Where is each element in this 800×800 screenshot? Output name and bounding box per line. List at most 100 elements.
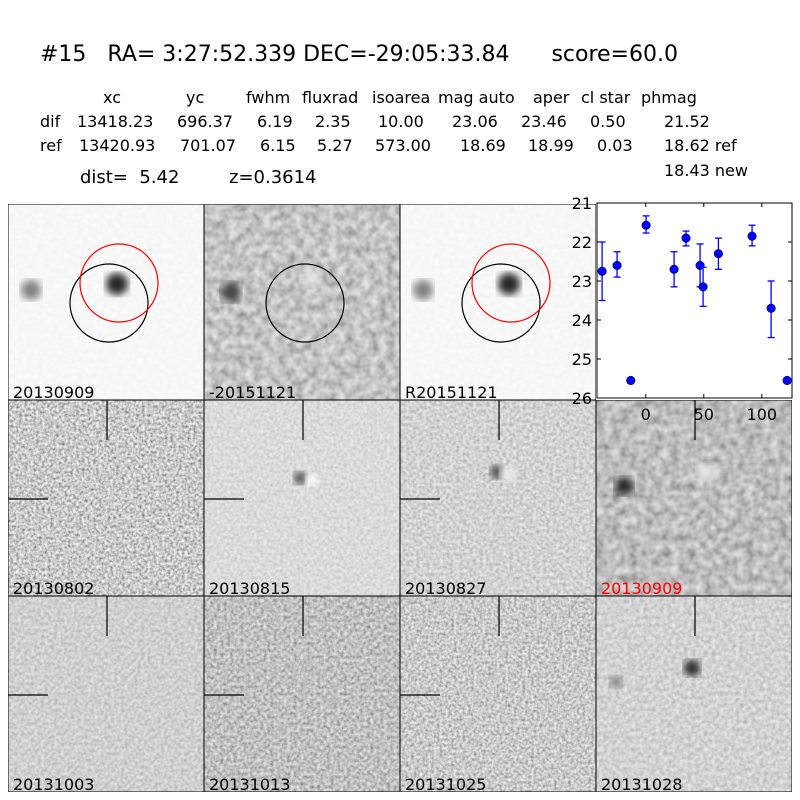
ref-aperture-circle xyxy=(69,263,149,343)
image-cutout: 20131013 xyxy=(204,596,400,794)
data-point xyxy=(713,249,723,259)
cutout-date-label: 20131025 xyxy=(405,775,487,794)
dec-value: DEC=-29:05:33.84 xyxy=(303,42,510,67)
table-cell: 10.00 xyxy=(378,112,424,131)
column-header: cl star xyxy=(581,88,631,107)
ra-value: RA= 3:27:52.339 xyxy=(107,42,297,67)
source-blob xyxy=(221,282,241,302)
source-blob xyxy=(21,280,41,300)
table-cell: 13418.23 xyxy=(77,112,154,131)
image-cutout: 20130802 xyxy=(8,400,204,598)
image-cutout: 20131025 xyxy=(400,596,596,794)
data-point xyxy=(641,220,651,230)
cutout-date-label: 20130827 xyxy=(405,579,487,598)
table-cell: 18.69 xyxy=(460,136,506,155)
data-point xyxy=(669,264,679,274)
table-cell: 573.00 xyxy=(375,136,431,155)
table-cell: 23.46 xyxy=(521,112,567,131)
data-point xyxy=(626,375,636,385)
column-header: yc xyxy=(186,88,205,107)
table-cell: 6.19 xyxy=(257,112,293,131)
y-tick-label: 21 xyxy=(572,194,592,213)
source-blob xyxy=(610,676,622,688)
data-point xyxy=(597,266,607,276)
table-cell: 21.52 xyxy=(664,112,710,131)
y-tick-label: 24 xyxy=(572,311,592,330)
cutout-date-label: 20130909 xyxy=(13,383,95,402)
source-blob xyxy=(304,270,320,286)
image-cutout: 20131028 xyxy=(596,596,792,794)
source-blob xyxy=(697,463,715,481)
table-cell: 5.27 xyxy=(317,136,353,155)
cutout-date-label: R20151121 xyxy=(405,383,498,402)
detection-circle xyxy=(79,243,159,323)
y-tick-label: 25 xyxy=(572,350,592,369)
data-point xyxy=(681,233,691,243)
column-header: fwhm xyxy=(246,88,291,107)
image-cutout: -20151121 xyxy=(204,204,400,402)
table-cell: 23.06 xyxy=(452,112,498,131)
cutout-date-label: 20131013 xyxy=(209,775,291,794)
source-blob xyxy=(294,472,306,484)
x-tick-label: 50 xyxy=(694,405,714,424)
light-curve-plot: 21 22 23 24 25 26 0 50 100 xyxy=(572,194,793,424)
image-cutout: 20130815 xyxy=(204,400,400,598)
cutout-date-label: 20131028 xyxy=(601,775,683,794)
cutout-date-label: 20130802 xyxy=(13,579,95,598)
table-cell: 0.50 xyxy=(590,112,626,131)
y-tick-label: 23 xyxy=(572,272,592,291)
y-tick-label: 26 xyxy=(572,389,592,408)
row-label: dif xyxy=(40,112,61,131)
table-cell: 13420.93 xyxy=(79,136,156,155)
table-cell: 701.07 xyxy=(180,136,236,155)
data-point xyxy=(747,231,757,241)
score-value: score=60.0 xyxy=(551,42,678,67)
source-blob xyxy=(106,273,128,295)
cutout-date-label: 20130815 xyxy=(209,579,291,598)
plot-area xyxy=(596,202,793,399)
column-header: aper xyxy=(533,88,570,107)
source-blob xyxy=(500,466,516,482)
source-blob xyxy=(684,660,700,676)
table-cell: 6.15 xyxy=(260,136,296,155)
source-blob xyxy=(306,474,318,486)
dist-value: dist= 5.42 xyxy=(80,167,180,188)
source-blob xyxy=(615,477,633,495)
y-tick-label: 22 xyxy=(572,233,592,252)
ref-aperture-circle xyxy=(265,263,345,343)
data-point xyxy=(612,260,622,270)
image-cutout: 20130909 xyxy=(8,204,204,402)
data-point xyxy=(766,303,776,313)
redshift-value: z=0.3614 xyxy=(229,167,317,188)
x-tick-label: 0 xyxy=(641,405,651,424)
cutout-date-label: 20130909 xyxy=(601,579,683,598)
image-cutout: R20151121 xyxy=(400,204,596,402)
source-blob xyxy=(498,273,520,295)
figure-title: #15 RA= 3:27:52.339 DEC=-29:05:33.84 sco… xyxy=(40,42,678,67)
table-cell: 696.37 xyxy=(177,112,233,131)
table-cell: 18.99 xyxy=(528,136,574,155)
image-cutout: 20130827 xyxy=(400,400,596,598)
source-blob xyxy=(413,280,433,300)
table-cell: 18.62 ref xyxy=(664,136,737,155)
column-header: isoarea xyxy=(372,88,431,107)
cutout-date-label: -20151121 xyxy=(209,383,297,402)
ref-aperture-circle xyxy=(461,263,541,343)
image-cutout: 20131003 xyxy=(8,596,204,794)
x-tick-label: 100 xyxy=(747,405,778,424)
image-cutout: 20130909 xyxy=(596,400,792,598)
row-label: ref xyxy=(40,136,62,155)
candidate-id: #15 xyxy=(40,42,87,67)
column-header: xc xyxy=(103,88,121,107)
phmag-new: 18.43 new xyxy=(664,161,748,180)
table-cell: 0.03 xyxy=(597,136,633,155)
column-header: fluxrad xyxy=(302,88,359,107)
data-point xyxy=(782,375,792,385)
table-cell: 2.35 xyxy=(315,112,351,131)
detection-circle xyxy=(471,243,551,323)
column-header: mag auto xyxy=(438,88,515,107)
cutout-date-label: 20131003 xyxy=(13,775,95,794)
column-header: phmag xyxy=(641,88,697,107)
data-point xyxy=(698,282,708,292)
